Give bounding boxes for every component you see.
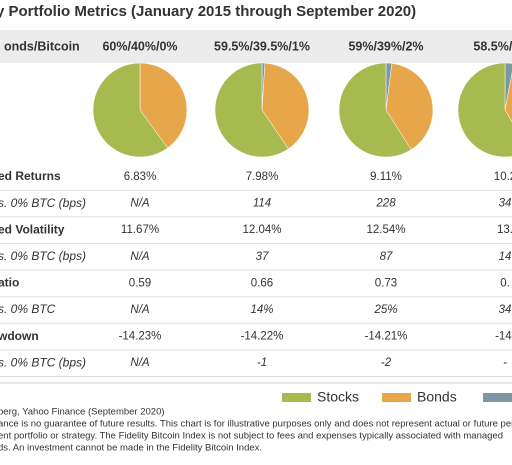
cell: 0. [500, 277, 510, 289]
row-label: ed Returns [0, 169, 61, 183]
pie-slice [504, 71, 512, 123]
cell: -2 [381, 357, 392, 369]
cell: - [503, 357, 507, 369]
cell: 12.04% [242, 224, 281, 236]
row-label: ed Volatility [0, 222, 65, 236]
column-header: 59%/39%/2% [348, 39, 423, 53]
header-band [0, 30, 512, 63]
footnote: berg, Yahoo Finance (September 2020) [0, 407, 165, 418]
cell: 0.66 [251, 277, 273, 289]
row-label: wdown [0, 329, 39, 343]
cell: N/A [130, 198, 150, 210]
pie-slice [139, 62, 188, 149]
cell: 0.73 [375, 277, 397, 289]
cell: 12.54% [366, 224, 405, 236]
legend-swatch [483, 393, 512, 402]
legend-swatch [382, 393, 411, 402]
cell: 9.11% [370, 171, 402, 183]
cell: -14.21% [365, 331, 408, 343]
cell: -14.23% [119, 331, 162, 343]
cell: 13. [497, 224, 512, 236]
cell: 34 [499, 198, 512, 210]
legend-label: Stocks [317, 389, 359, 405]
row-label: s. 0% BTC (bps) [0, 355, 86, 369]
cell: 11.67% [121, 224, 159, 236]
cell: N/A [130, 357, 150, 369]
cell: 14% [250, 304, 273, 316]
footnote: ent portfolio or strategy. The Fidelity … [0, 431, 503, 442]
cell: -14. [495, 331, 512, 343]
column-header: 58.5%/38.5 [473, 39, 512, 53]
legend-swatch [282, 393, 311, 402]
row-label: s. 0% BTC [0, 302, 56, 316]
cell: -1 [257, 357, 267, 369]
cell: N/A [130, 304, 150, 316]
row-label: s. 0% BTC (bps) [0, 249, 86, 263]
cell: 114 [253, 198, 271, 210]
column-header: 59.5%/39.5%/1% [214, 39, 310, 53]
cell: -14.22% [241, 331, 284, 343]
column-header: onds/Bitcoin [4, 39, 80, 53]
pie-slice [457, 62, 512, 158]
row-label: s. 0% BTC (bps) [0, 196, 86, 210]
cell: 87 [380, 251, 393, 263]
row-label: atio [0, 276, 19, 290]
cell: 10.2 [494, 171, 512, 183]
cell: 25% [373, 304, 397, 316]
cell: 34 [499, 304, 512, 316]
cell: N/A [130, 251, 150, 263]
cell: 6.83% [124, 171, 157, 183]
cell: 14 [499, 251, 512, 263]
cell: 228 [375, 198, 396, 210]
column-header: 60%/40%/0% [102, 39, 177, 53]
pie-slice [214, 62, 289, 158]
cell: 37 [256, 251, 269, 263]
pie-slice [338, 62, 412, 158]
footnote: ds. An investment cannot be made in the … [0, 443, 262, 454]
footnote: ance is no guarantee of future results. … [0, 419, 512, 430]
cell: 0.59 [129, 277, 151, 289]
cell: 7.98% [246, 171, 279, 183]
title: y Portfolio Metrics (January 2015 throug… [0, 3, 416, 20]
pie-slice [261, 62, 310, 150]
legend-label: Bonds [417, 389, 457, 405]
pie-slice [92, 62, 168, 158]
